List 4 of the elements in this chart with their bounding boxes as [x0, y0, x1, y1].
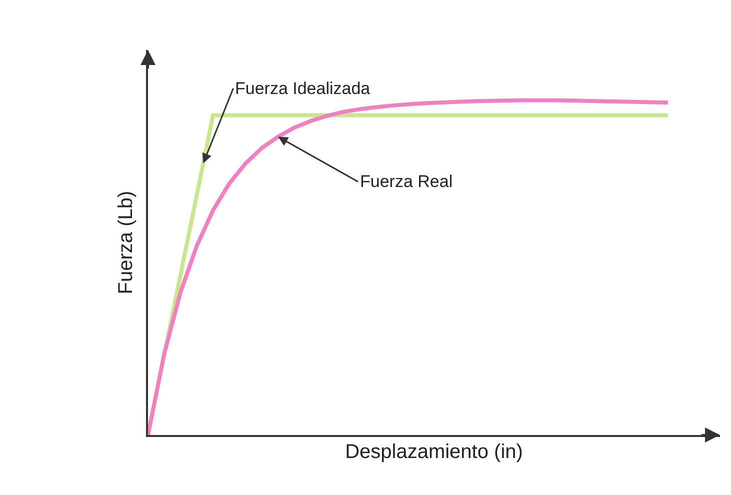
text: Fuerza Idealizada: [235, 79, 371, 98]
y-axis-title: Fuerza (Lb): [115, 190, 137, 294]
annotation: Fuerza Real: [360, 172, 453, 191]
x-axis-title: Desplazamiento (in): [345, 441, 523, 463]
